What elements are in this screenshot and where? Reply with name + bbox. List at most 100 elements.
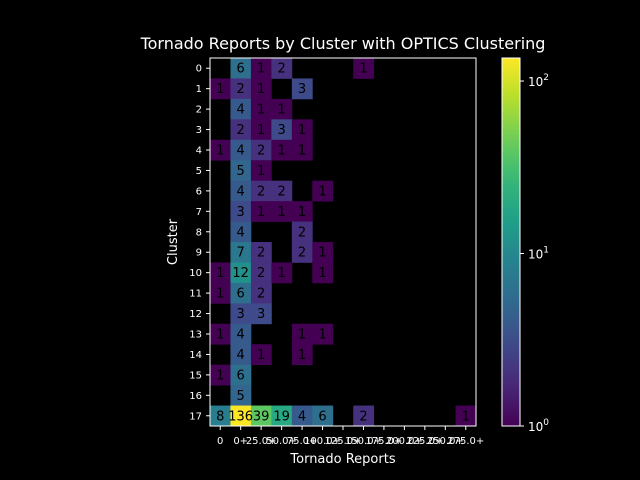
y-tick-label: 0 xyxy=(196,64,202,75)
cell-value-label: 136 xyxy=(228,409,253,424)
y-tick-label: 15 xyxy=(189,370,202,381)
heatmap-cell xyxy=(271,58,293,79)
x-tick-label: 0+ xyxy=(233,436,248,447)
cell-value-label: 1 xyxy=(257,123,265,138)
cell-value-label: 19 xyxy=(273,409,290,424)
cell-value-label: 1 xyxy=(318,184,326,199)
colorbar-tick-label: 102 xyxy=(528,73,549,89)
heatmap-cell xyxy=(250,344,272,366)
y-tick-label: 10 xyxy=(189,268,202,279)
cell-value-label: 4 xyxy=(237,103,245,118)
x-tick-label: 50.0+ xyxy=(266,436,297,447)
colorbar-tick-label: 100 xyxy=(528,418,549,434)
cell-value-label: 1 xyxy=(277,266,285,281)
heatmap-cell xyxy=(271,405,293,427)
x-tick-label: 275.0+ xyxy=(447,436,484,447)
colorbar-ticks: 100 101 102 xyxy=(520,73,549,434)
x-axis-ticks: 0 0+25.0+50.0+75.0+100.0+125.0+150.0+175.… xyxy=(217,426,484,447)
heatmap-cell xyxy=(312,323,334,345)
cell-value-label: 1 xyxy=(216,144,224,159)
cell-value-label: 1 xyxy=(298,205,306,220)
y-tick-label: 13 xyxy=(189,330,202,341)
cell-value-label: 3 xyxy=(257,307,265,322)
heatmap-cell xyxy=(291,78,313,100)
cell-value-label: 2 xyxy=(359,409,367,424)
x-tick-label: 250.0+ xyxy=(427,436,464,447)
heatmap-cell xyxy=(230,78,252,100)
heatmap-cell xyxy=(250,180,272,202)
cell-value-label: 4 xyxy=(237,348,245,363)
heatmap-cells xyxy=(210,58,477,427)
heatmap-cell xyxy=(210,78,231,100)
heatmap-cell xyxy=(291,119,313,141)
cell-value-label: 4 xyxy=(237,225,245,240)
cell-value-label: 1 xyxy=(216,287,224,302)
cell-value-label: 6 xyxy=(237,62,245,77)
cell-value-label: 1 xyxy=(216,368,224,383)
y-tick-label: 2 xyxy=(196,105,202,116)
heatmap-cell xyxy=(271,139,293,161)
cell-value-label: 39 xyxy=(253,409,270,424)
y-tick-label: 11 xyxy=(189,289,202,300)
cell-value-label: 6 xyxy=(237,287,245,302)
x-tick-label: 75.0+ xyxy=(287,436,318,447)
x-tick-label: 200.0+ xyxy=(386,436,423,447)
y-axis-label: Cluster xyxy=(166,218,181,265)
heatmap-cell xyxy=(291,139,313,161)
heatmap-cell xyxy=(230,242,252,263)
heatmap-cell xyxy=(230,201,252,222)
cell-value-label: 1 xyxy=(298,328,306,343)
cell-value-label: 1 xyxy=(277,103,285,118)
cell-value-label: 2 xyxy=(257,144,265,159)
cell-value-label: 1 xyxy=(359,62,367,77)
cell-value-label: 1 xyxy=(298,348,306,363)
x-tick-label: 125.0+ xyxy=(324,436,361,447)
heatmap-cell xyxy=(230,385,252,406)
chart-title: Tornado Reports by Cluster with OPTICS C… xyxy=(140,34,546,53)
heatmap-cell xyxy=(230,262,252,284)
heatmap-cell xyxy=(230,282,252,304)
cell-value-label: 2 xyxy=(298,225,306,240)
heatmap-cell xyxy=(291,405,313,427)
heatmap-cell xyxy=(250,242,272,263)
heatmap-cell xyxy=(353,58,375,79)
heatmap-cell xyxy=(210,282,231,304)
heatmap-cell xyxy=(250,160,272,182)
y-tick-label: 17 xyxy=(189,411,202,422)
heatmap-cell xyxy=(230,119,252,141)
cell-value-label: 3 xyxy=(237,307,245,322)
cell-value-label: 2 xyxy=(257,246,265,261)
cell-value-label: 7 xyxy=(237,246,245,261)
cell-value-label: 1 xyxy=(318,246,326,261)
heatmap-cell xyxy=(291,344,313,366)
colorbar-tick-label: 101 xyxy=(528,246,549,262)
x-tick-label: 150.0+ xyxy=(345,436,382,447)
cell-value-label: 8 xyxy=(216,409,224,424)
cell-value-label: 1 xyxy=(462,409,470,424)
heatmap-cell xyxy=(353,405,375,427)
cell-value-label: 1 xyxy=(318,266,326,281)
cell-value-label: 5 xyxy=(237,164,245,179)
x-tick-label: 0 xyxy=(217,436,223,447)
cell-value-label: 1 xyxy=(257,348,265,363)
y-tick-label: 3 xyxy=(196,125,202,136)
cell-value-label: 1 xyxy=(277,205,285,220)
heatmap-cell xyxy=(230,364,252,386)
heatmap-cell xyxy=(250,139,272,161)
cell-labels: 6 1 2 11 2 1 34 1 12 1 3 11 4 2 1 15 14 2 2 13 1 1 14 27 2 2 11 12 2… xyxy=(216,62,470,425)
heatmap-cell xyxy=(250,303,272,325)
cell-value-label: 1 xyxy=(277,144,285,159)
cell-value-label: 3 xyxy=(277,123,285,138)
heatmap-cell xyxy=(230,323,252,345)
heatmap-cell xyxy=(210,262,231,284)
cell-value-label: 2 xyxy=(257,287,265,302)
heatmap-cell xyxy=(250,282,272,304)
y-tick-label: 16 xyxy=(189,391,202,402)
heatmap-cell xyxy=(312,180,334,202)
y-tick-label: 5 xyxy=(196,166,202,177)
heatmap-cell xyxy=(455,405,477,427)
cell-value-label: 1 xyxy=(257,82,265,97)
cell-value-label: 2 xyxy=(257,184,265,199)
